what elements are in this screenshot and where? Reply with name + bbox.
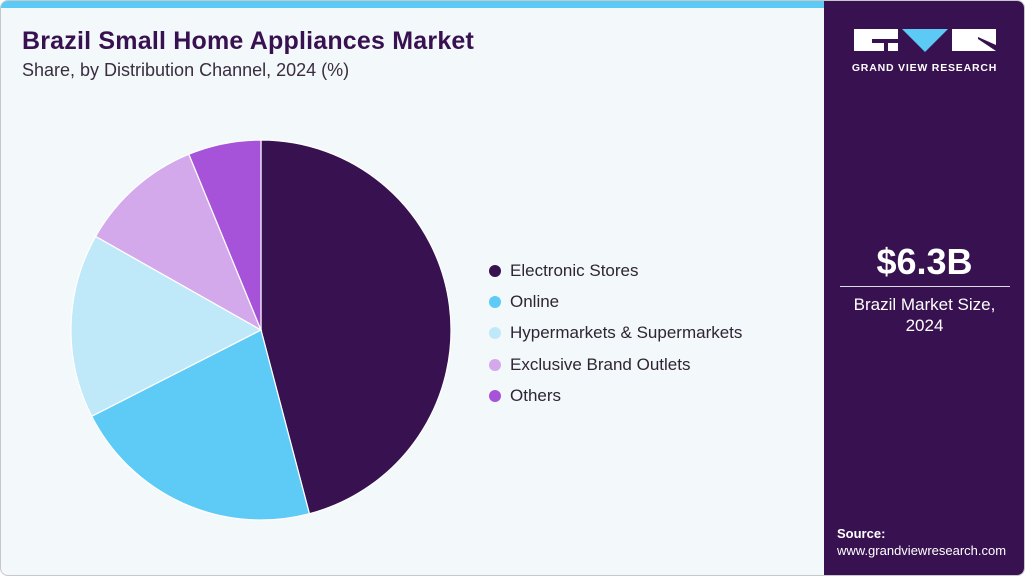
legend-item: Electronic Stores <box>489 255 742 286</box>
legend-dot-icon <box>489 264 501 277</box>
pie-slice-online <box>90 329 311 521</box>
legend-item: Others <box>489 380 742 411</box>
legend-label: Electronic Stores <box>510 260 639 280</box>
market-size-label-line2: 2024 <box>905 316 944 335</box>
legend-label: Exclusive Brand Outlets <box>510 354 691 374</box>
legend-dot-icon <box>489 358 501 371</box>
sidebar-panel: GRAND VIEW RESEARCH $6.3B Brazil Market … <box>824 1 1024 575</box>
chart-legend: Electronic Stores Online Hypermarkets & Su… <box>489 255 742 411</box>
legend-label: Online <box>510 291 560 311</box>
pie-slice-hypermarkets-supermarkets <box>70 235 263 418</box>
market-size-label: Brazil Market Size, 2024 <box>824 294 1024 336</box>
grand-view-research-logo-icon <box>854 29 996 52</box>
legend-dot-icon <box>489 389 501 402</box>
legend-label: Hypermarkets & Supermarkets <box>510 323 743 343</box>
legend-item: Exclusive Brand Outlets <box>489 349 742 380</box>
source-url: www.grandviewresearch.com <box>837 543 1007 558</box>
source-label: Source: <box>837 526 886 541</box>
legend-label: Others <box>510 385 562 405</box>
legend-item: Online <box>489 286 742 317</box>
chart-title: Brazil Small Home Appliances Market <box>22 27 475 55</box>
pie-slice-electronic-stores <box>260 139 452 515</box>
pie-chart <box>70 139 452 521</box>
pie-slice-others <box>188 139 262 331</box>
pie-slice-exclusive-brand-outlets <box>94 153 263 332</box>
market-size-label-line1: Brazil Market Size, <box>853 295 996 314</box>
logo-text: GRAND VIEW RESEARCH <box>851 62 998 74</box>
chart-subtitle: Share, by Distribution Channel, 2024 (%) <box>22 60 350 80</box>
divider <box>840 286 1010 287</box>
market-size-value: $6.3B <box>876 241 973 282</box>
accent-top-bar <box>1 1 824 8</box>
legend-dot-icon <box>489 327 501 340</box>
legend-item: Hypermarkets & Supermarkets <box>489 318 742 349</box>
legend-dot-icon <box>489 295 501 308</box>
